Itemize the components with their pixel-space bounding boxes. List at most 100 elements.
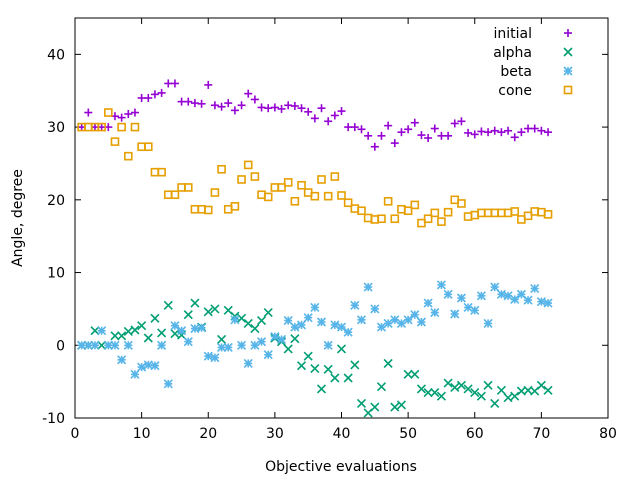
- initial-point: [250, 95, 259, 104]
- alpha-point: [97, 340, 107, 350]
- beta-point: [97, 326, 107, 336]
- beta-point: [483, 318, 493, 329]
- cone-point: [117, 122, 126, 132]
- cone-point: [543, 210, 553, 219]
- initial-point: [210, 101, 219, 110]
- cone-point: [337, 191, 346, 200]
- cone-point: [237, 175, 246, 184]
- alpha-point: [496, 385, 506, 395]
- beta-point: [90, 340, 100, 350]
- cone-point: [390, 214, 400, 224]
- cone-point: [263, 192, 273, 202]
- x-tick-label: 30: [266, 426, 284, 442]
- cone-point: [210, 188, 220, 197]
- initial-point: [324, 117, 333, 126]
- x-tick-label: 40: [333, 426, 351, 442]
- beta-point: [150, 361, 160, 371]
- initial-point: [417, 131, 426, 140]
- cone-point: [243, 160, 253, 170]
- beta-point: [77, 340, 87, 350]
- initial-point: [297, 104, 306, 113]
- beta-point: [470, 305, 480, 315]
- series-beta: [77, 280, 553, 389]
- alpha-point: [436, 391, 447, 401]
- beta-point: [503, 291, 513, 301]
- alpha-point: [383, 358, 393, 369]
- legend-marker-cone: [563, 85, 573, 95]
- initial-point: [404, 125, 413, 134]
- cone-point: [130, 122, 140, 132]
- legend-label-beta: beta: [500, 64, 532, 80]
- initial-point: [317, 104, 326, 113]
- series-cone: [77, 108, 553, 228]
- beta-point: [356, 315, 367, 325]
- cone-point: [170, 190, 180, 200]
- initial-point: [390, 139, 399, 148]
- beta-point: [510, 294, 520, 305]
- beta-point: [276, 334, 287, 345]
- alpha-point: [290, 334, 300, 344]
- y-tick-label: 20: [47, 193, 65, 209]
- initial-point: [397, 128, 406, 137]
- cone-point: [523, 211, 533, 221]
- initial-point: [364, 131, 373, 140]
- beta-point: [490, 282, 500, 292]
- beta-point: [450, 309, 460, 319]
- beta-point: [303, 313, 313, 323]
- cone-point: [323, 191, 333, 201]
- beta-point: [403, 315, 413, 325]
- initial-point: [124, 110, 133, 118]
- alpha-point: [510, 391, 520, 401]
- alpha-point: [243, 318, 253, 329]
- beta-point: [117, 355, 127, 365]
- y-tick-label: 40: [47, 47, 65, 63]
- initial-point: [510, 133, 519, 142]
- beta-point: [203, 351, 213, 361]
- initial-point: [244, 89, 253, 98]
- alpha-point: [130, 325, 140, 335]
- alpha-point: [463, 384, 473, 394]
- beta-point: [163, 379, 173, 389]
- alpha-point: [316, 384, 327, 394]
- initial-point: [184, 97, 193, 106]
- initial-point: [470, 130, 479, 139]
- alpha-point: [336, 344, 347, 354]
- initial-point: [410, 118, 419, 127]
- initial-point: [130, 108, 139, 117]
- alpha-point: [150, 313, 160, 323]
- alpha-point: [283, 344, 293, 354]
- initial-point: [270, 103, 279, 112]
- x-tick-label: 10: [133, 426, 151, 442]
- alpha-point: [450, 382, 460, 393]
- initial-point: [337, 107, 346, 116]
- initial-point: [304, 107, 313, 116]
- beta-point: [476, 291, 486, 301]
- legend-label-initial: initial: [494, 26, 533, 42]
- legend-marker-beta: [563, 66, 573, 76]
- cone-point: [290, 196, 300, 206]
- legend-marker-alpha: [563, 47, 573, 57]
- cone-point: [457, 199, 466, 208]
- y-tick-label: 0: [56, 338, 65, 354]
- cone-point: [317, 175, 326, 184]
- initial-point: [537, 126, 546, 135]
- alpha-point: [263, 307, 273, 318]
- cone-point: [297, 180, 306, 190]
- cone-point: [437, 217, 446, 226]
- initial-point: [517, 128, 526, 137]
- initial-point: [157, 88, 166, 97]
- alpha-point: [396, 400, 407, 410]
- beta-point: [430, 307, 440, 318]
- alpha-point: [416, 384, 427, 394]
- alpha-point: [236, 313, 247, 323]
- cone-point: [343, 198, 353, 208]
- x-tick-label: 50: [399, 426, 417, 442]
- cone-point: [377, 214, 386, 224]
- cone-point: [417, 218, 426, 228]
- beta-point: [336, 322, 347, 332]
- data-points: [77, 79, 553, 418]
- beta-point: [177, 326, 187, 336]
- initial-point: [117, 113, 126, 122]
- alpha-point: [356, 398, 367, 409]
